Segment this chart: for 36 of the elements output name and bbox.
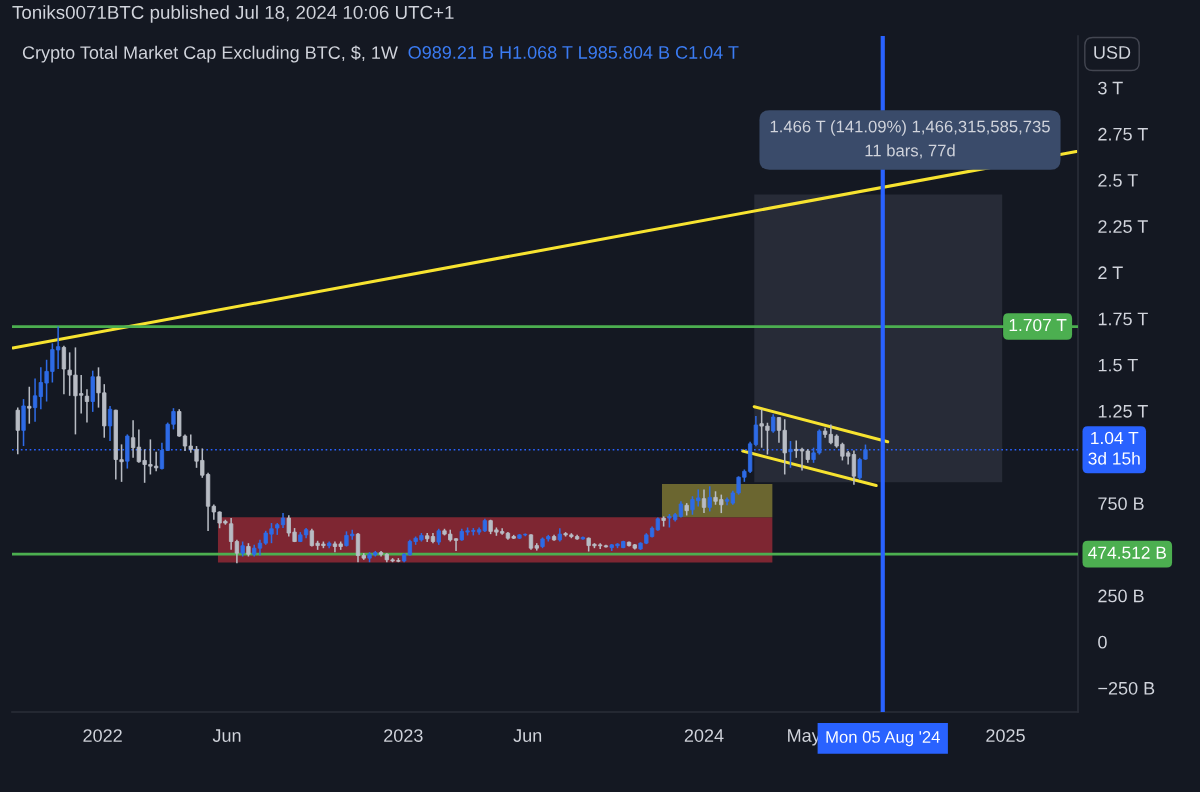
chart-subtitle: O989.21 B H1.068 T L985.804 B C1.04 T bbox=[408, 46, 739, 59]
y-tick-label: 2.25 T bbox=[1098, 220, 1148, 233]
candlestick bbox=[107, 405, 113, 442]
y-tick-label: 1.75 T bbox=[1098, 312, 1148, 326]
y-tick-label: 3 T bbox=[1098, 81, 1123, 95]
candlestick bbox=[788, 440, 793, 469]
candlestick bbox=[15, 406, 20, 456]
text: USD bbox=[1094, 46, 1131, 59]
ref-line-label: 474.512 B bbox=[1088, 546, 1166, 559]
x-tick-label: 2023 bbox=[384, 729, 423, 742]
candlestick bbox=[27, 385, 32, 425]
y-tick-label: 750 B bbox=[1098, 497, 1144, 511]
ref-line-label: 1.04 T 3d 15h bbox=[1088, 431, 1140, 465]
y-tick-label: −250 B bbox=[1098, 681, 1155, 695]
x-tick-label: Jun bbox=[212, 729, 241, 742]
x-tick-label: Jun bbox=[513, 729, 542, 742]
candlestick bbox=[701, 488, 707, 514]
y-tick-label: 2.5 T bbox=[1098, 174, 1138, 187]
candlestick bbox=[84, 388, 90, 424]
x-tick-label: 2022 bbox=[83, 729, 122, 742]
y-tick-label: 250 B bbox=[1098, 589, 1144, 603]
annotation: 1.466 T (141.09%) 1,466,315,585,735 11 bars, 77d bbox=[770, 120, 1050, 159]
x-tick-label: 2025 bbox=[986, 729, 1025, 742]
chart-title: Crypto Total Market Cap Excluding BTC, $, 1W bbox=[22, 45, 398, 63]
x-tick-label: 2024 bbox=[684, 729, 724, 742]
y-tick-label: 2.75 T bbox=[1098, 127, 1148, 141]
candlestick bbox=[707, 485, 712, 513]
candlestick bbox=[771, 413, 776, 434]
y-tick-label: 0 bbox=[1098, 635, 1107, 649]
y-tick-label: 2 T bbox=[1098, 266, 1123, 279]
ref-line-label: Mon 05 Aug '24 bbox=[826, 731, 940, 747]
text: Toniks0071BTC published Jul 18, 2024 10:06 UTC+1 bbox=[12, 5, 454, 23]
x-tick-label: May bbox=[788, 729, 821, 746]
ref-line-label: 1.707 T bbox=[1009, 318, 1067, 332]
y-tick-label: 1.25 T bbox=[1098, 404, 1148, 418]
y-tick-label: 1.5 T bbox=[1098, 358, 1138, 372]
